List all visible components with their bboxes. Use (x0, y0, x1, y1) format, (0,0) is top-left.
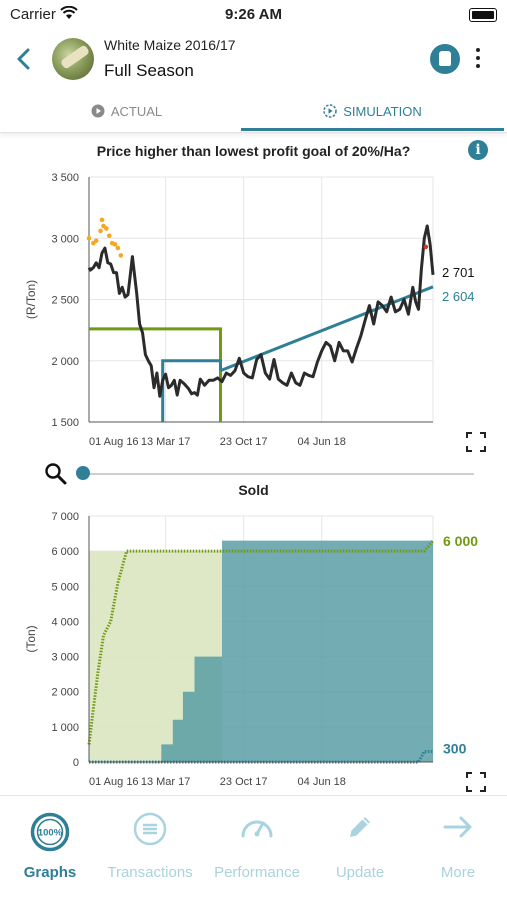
zoom-magnifier-icon (45, 463, 67, 485)
nav-transactions-label: Transactions (107, 864, 193, 881)
x-tick-label: 13 Mar 17 (141, 436, 191, 448)
x-tick-label: 04 Jun 18 (298, 776, 346, 788)
sale-point (423, 244, 429, 250)
y-tick-label: 3 500 (51, 172, 79, 184)
nav-transactions[interactable]: Transactions (100, 796, 200, 896)
y-tick-label: 0 (73, 757, 79, 769)
y-axis-label: (R/Ton) (24, 280, 38, 319)
x-tick-label: 23 Oct 17 (220, 776, 268, 788)
tab-actual-label: ACTUAL (110, 103, 163, 119)
trend-end-label: 2 604 (442, 289, 475, 304)
farmer-profile-icon[interactable] (430, 44, 460, 74)
zoom-control (40, 460, 500, 488)
nav-more[interactable]: More (408, 796, 507, 896)
play-circle-icon (91, 104, 105, 118)
y-tick-label: 3 000 (51, 233, 79, 245)
carrier-label: Carrier (10, 6, 56, 23)
nav-performance[interactable]: Performance (207, 796, 307, 896)
wifi-icon (60, 6, 78, 19)
tab-actual[interactable]: ACTUAL (0, 92, 253, 130)
profit-goal-line (89, 327, 222, 422)
active-tab-indicator (241, 128, 504, 131)
target-volume-label: 6 000 (443, 533, 478, 549)
sale-point (115, 245, 121, 251)
x-tick-label: 04 Jun 18 (298, 436, 346, 448)
info-icon[interactable]: i (468, 140, 488, 160)
kebab-menu-icon[interactable] (470, 48, 486, 72)
x-tick-label: 13 Mar 17 (141, 776, 191, 788)
page-title: Full Season (104, 61, 194, 80)
sold-area (89, 540, 433, 762)
status-bar: Carrier 9:26 AM (0, 0, 507, 28)
sold-chart-title: Sold (238, 482, 269, 498)
sold-volume-label: 300 (443, 740, 467, 756)
y-tick-label: 6 000 (51, 546, 79, 558)
y-tick-label: 2 000 (51, 687, 79, 699)
y-tick-label: 1 000 (51, 722, 79, 734)
expand-chart-icon[interactable] (466, 432, 486, 452)
sale-point (98, 228, 103, 234)
expand-chart-icon[interactable] (466, 772, 486, 792)
nav-graphs[interactable]: 100% Graphs (0, 796, 100, 896)
gauge-percent-text: 100% (38, 828, 63, 839)
back-chevron-icon[interactable] (12, 44, 36, 74)
sold-chart: 0 1 000 2 000 3 000 4 000 5 000 6 000 7 000 01 A… (24, 511, 478, 788)
bottom-navigation: 100% Graphs Transactions Performance Upd… (0, 795, 507, 901)
arrow-right-icon (443, 816, 472, 838)
crop-avatar (52, 38, 94, 80)
y-tick-label: 4 000 (51, 616, 79, 628)
y-tick-label: 5 000 (51, 581, 79, 593)
list-icon (133, 812, 167, 846)
target-volume-line (87, 539, 435, 745)
x-tick-label: 01 Aug 16 (89, 776, 139, 788)
sale-point (86, 235, 92, 241)
view-tabs: ACTUAL SIMULATION (0, 92, 507, 133)
price-chart: 1 500 2 000 2 500 3 000 3 500 01 Aug 16 13 Mar… (24, 172, 475, 448)
tab-simulation[interactable]: SIMULATION (241, 92, 504, 130)
speedometer-icon (241, 820, 273, 838)
app-header: White Maize 2016/17 Full Season (0, 30, 507, 90)
nav-update-label: Update (335, 864, 385, 881)
y-tick-label: 3 000 (51, 652, 79, 664)
battery-icon (469, 8, 497, 22)
pencil-icon (350, 817, 370, 837)
nav-more-label: More (440, 864, 476, 881)
simulation-play-icon (323, 104, 337, 118)
y-tick-label: 2 500 (51, 295, 79, 307)
y-axis-label: (Ton) (24, 625, 38, 652)
sale-point (118, 253, 124, 258)
sale-point (106, 233, 112, 239)
zoom-slider-track[interactable] (82, 473, 474, 475)
nav-graphs-label: Graphs (23, 864, 77, 881)
y-tick-label: 2 000 (51, 356, 79, 368)
price-line (87, 224, 435, 398)
crop-season-subtitle: White Maize 2016/17 (104, 37, 236, 53)
clock: 9:26 AM (225, 6, 282, 23)
tab-simulation-label: SIMULATION (343, 103, 422, 119)
zoom-slider-thumb[interactable] (76, 466, 90, 480)
sold-volume-line (89, 750, 433, 764)
x-tick-label: 23 Oct 17 (220, 436, 268, 448)
x-tick-label: 01 Aug 16 (89, 436, 139, 448)
y-tick-label: 1 500 (51, 417, 79, 429)
y-tick-label: 7 000 (51, 511, 79, 523)
price-chart-title: Price higher than lowest profit goal of … (96, 143, 411, 159)
sale-point (112, 242, 118, 247)
last-price-label: 2 701 (442, 265, 475, 280)
nav-update[interactable]: Update (310, 796, 410, 896)
sale-point (99, 217, 105, 223)
simulation-trend-line (219, 285, 434, 372)
sale-point (93, 238, 99, 243)
target-price-step (161, 359, 222, 422)
percent-gauge-icon: 100% (30, 812, 70, 852)
nav-performance-label: Performance (214, 864, 300, 881)
sale-point (104, 226, 109, 231)
